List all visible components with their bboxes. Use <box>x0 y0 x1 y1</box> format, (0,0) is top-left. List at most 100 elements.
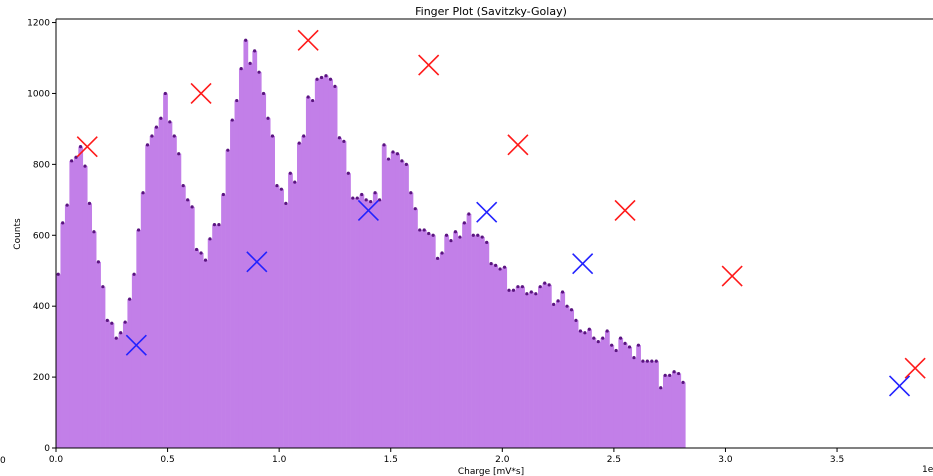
histogram-bar <box>292 182 298 448</box>
histogram-bar <box>207 238 213 448</box>
peak-marker-stroke <box>76 136 98 158</box>
histogram-bar <box>439 253 445 448</box>
histogram-bar <box>328 79 334 448</box>
bin-point <box>534 292 538 296</box>
histogram-bar <box>109 323 115 448</box>
histogram-bar <box>279 189 284 448</box>
bin-point <box>239 67 243 71</box>
histogram-bar <box>573 320 579 448</box>
histogram-bar <box>546 284 552 448</box>
histogram-bar <box>645 361 650 448</box>
bin-point <box>181 184 185 188</box>
bin-point <box>471 233 475 237</box>
histogram-bar <box>136 229 142 448</box>
bin-point <box>507 288 511 292</box>
bin-point <box>154 125 159 129</box>
histogram-bar <box>471 235 476 448</box>
histogram-bar <box>560 292 566 448</box>
histogram-bar <box>91 231 97 448</box>
x-tick-label: 1.0 <box>272 455 287 465</box>
x-tick-label: 0.5 <box>160 455 174 465</box>
bin-point <box>485 240 489 244</box>
histogram-bar <box>167 121 173 449</box>
bin-point <box>668 373 672 377</box>
histogram-bar <box>332 86 338 448</box>
axes <box>55 18 933 449</box>
bin-point <box>319 75 324 80</box>
peak-valley-markers <box>76 29 926 397</box>
histogram-bar <box>377 199 383 448</box>
histogram-bar <box>511 290 516 448</box>
bin-point <box>168 120 172 124</box>
peak-marker <box>190 82 212 105</box>
bin-point <box>556 299 560 303</box>
bin-point <box>208 237 212 241</box>
histogram-bar <box>390 151 396 449</box>
bin-point <box>226 148 230 152</box>
bin-point <box>351 196 355 200</box>
histogram-bar <box>216 224 222 448</box>
bin-point <box>453 230 458 234</box>
bin-point <box>641 359 645 363</box>
histogram-bar <box>542 283 548 448</box>
bin-point <box>87 201 92 205</box>
x-tick-label: 0.0 <box>49 455 64 465</box>
histogram-bar <box>475 235 481 448</box>
peak-marker-stroke <box>297 29 319 51</box>
bin-point <box>547 283 551 287</box>
histogram-bar <box>105 320 110 448</box>
histogram-bar <box>274 185 280 449</box>
bin-point <box>444 233 449 237</box>
bin-point <box>516 285 520 289</box>
histogram-bar <box>56 274 61 448</box>
bin-point <box>369 199 373 204</box>
peak-marker-stroke <box>614 199 636 222</box>
bin-point <box>110 321 114 325</box>
bin-point <box>123 320 127 324</box>
peak-marker-stroke <box>418 54 440 76</box>
histogram-bar <box>323 75 329 449</box>
histogram-bar <box>404 164 409 448</box>
valley-marker <box>888 375 911 397</box>
bin-point <box>552 302 556 307</box>
histogram-bar <box>337 137 342 449</box>
histogram-bar <box>658 387 664 448</box>
bin-point <box>681 380 685 385</box>
bin-point <box>592 336 596 340</box>
histogram-bar <box>582 332 588 448</box>
bin-point <box>128 297 132 301</box>
bin-point <box>511 288 516 292</box>
bin-point <box>70 159 74 163</box>
bin-point <box>145 143 150 147</box>
bin-point <box>587 327 591 331</box>
histogram-bar <box>127 299 133 448</box>
histogram-bar <box>305 97 311 448</box>
histogram-bar <box>640 361 646 448</box>
histogram-bar <box>649 361 655 448</box>
bin-point <box>538 285 542 289</box>
bin-point <box>386 157 391 161</box>
histogram-bar <box>462 222 467 448</box>
peak-marker-stroke <box>904 357 926 379</box>
bin-point <box>235 98 239 103</box>
bin-point <box>328 77 333 81</box>
histogram-bar <box>221 194 226 448</box>
bin-point <box>177 152 181 156</box>
bin-point <box>324 74 328 78</box>
histogram-bar <box>538 286 543 448</box>
bin-point <box>654 359 658 363</box>
histogram-bar <box>252 50 258 449</box>
bin-point <box>659 386 663 390</box>
bin-point <box>498 267 502 271</box>
x-tick-label: 2.0 <box>495 455 510 465</box>
bin-point <box>400 159 404 163</box>
histogram-bar <box>631 357 637 448</box>
bin-point <box>199 251 203 255</box>
histogram-bar <box>140 192 146 448</box>
valley-marker-stroke <box>357 199 379 222</box>
histogram-bar <box>591 338 597 448</box>
bin-point <box>194 247 199 252</box>
bin-point <box>569 308 574 312</box>
peak-marker <box>721 265 743 287</box>
histogram-bar <box>185 199 191 448</box>
